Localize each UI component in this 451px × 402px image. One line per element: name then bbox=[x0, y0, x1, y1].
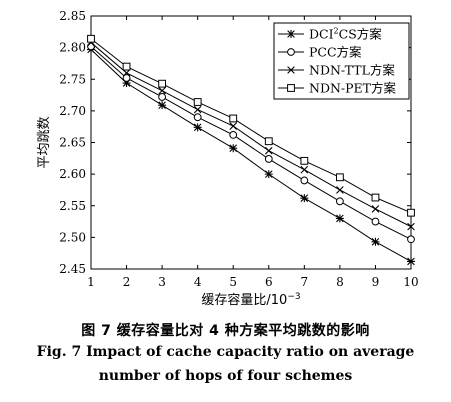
axis-ticks: 2.45 2.50 2.55 2.60 2.65 2.70 2.75 2.80 2.85 1 2 3 4… bbox=[59, 9, 418, 289]
x-tick-label: 3 bbox=[158, 275, 166, 289]
data-point bbox=[229, 122, 238, 130]
series-3 bbox=[87, 38, 415, 231]
line-chart: 2.45 2.50 2.55 2.60 2.65 2.70 2.75 2.80 2.85 1 2 3 4… bbox=[37, 9, 419, 308]
data-point bbox=[371, 193, 380, 202]
figure-caption-english-line1: Fig. 7 Impact of cache capacity ratio on… bbox=[36, 344, 415, 360]
y-tick-label: 2.75 bbox=[59, 72, 86, 86]
x-tick-label: 6 bbox=[265, 275, 273, 289]
data-point bbox=[407, 257, 415, 266]
data-point bbox=[122, 62, 131, 71]
data-point bbox=[193, 105, 202, 114]
data-point bbox=[335, 197, 344, 206]
data-point bbox=[122, 74, 131, 82]
data-point bbox=[264, 170, 273, 179]
data-point bbox=[158, 79, 167, 88]
y-tick-label: 2.80 bbox=[59, 41, 86, 55]
data-point bbox=[229, 131, 238, 139]
data-point bbox=[158, 86, 166, 95]
series-line bbox=[90, 42, 412, 228]
legend-marker bbox=[287, 84, 295, 92]
y-tick-label: 2.85 bbox=[59, 9, 86, 23]
data-point bbox=[158, 93, 167, 101]
data-point bbox=[371, 217, 380, 226]
y-tick-label: 2.70 bbox=[59, 104, 86, 118]
y-axis-label: 平均跳数 bbox=[37, 116, 52, 168]
data-point bbox=[229, 114, 238, 123]
legend-label: NDN-TTL方案 bbox=[309, 63, 395, 78]
legend-entry: PCC方案 bbox=[278, 45, 362, 60]
x-tick-label: 1 bbox=[87, 275, 95, 289]
data-point bbox=[300, 165, 309, 174]
y-tick-label: 2.50 bbox=[59, 230, 86, 244]
legend-entry: NDN-PET方案 bbox=[278, 81, 396, 96]
data-series bbox=[87, 34, 415, 266]
y-tick-label: 2.65 bbox=[59, 136, 86, 150]
series-line bbox=[90, 45, 412, 240]
data-point bbox=[87, 34, 95, 43]
data-point bbox=[335, 173, 344, 182]
x-tick-label: 4 bbox=[194, 275, 202, 289]
y-tick-label: 2.60 bbox=[59, 167, 86, 181]
series-4 bbox=[87, 34, 415, 217]
data-point bbox=[335, 214, 344, 223]
data-point bbox=[264, 146, 273, 155]
x-tick-label: 8 bbox=[336, 275, 344, 289]
legend-marker bbox=[287, 66, 295, 74]
data-point bbox=[407, 235, 415, 244]
data-point bbox=[122, 69, 131, 77]
legend-box bbox=[273, 22, 410, 100]
data-point bbox=[193, 98, 202, 106]
data-point bbox=[193, 113, 202, 122]
data-point bbox=[300, 176, 309, 185]
data-point bbox=[336, 186, 344, 194]
data-point bbox=[229, 144, 238, 153]
legend-marker bbox=[287, 30, 295, 38]
series-line bbox=[90, 38, 412, 214]
chart-legend: DCI2CS方案 PCC方案 NDN-TTL方案 NDN-PET方案 bbox=[273, 22, 410, 100]
data-point bbox=[193, 123, 202, 132]
data-point bbox=[371, 237, 380, 246]
y-tick-label: 2.55 bbox=[59, 199, 86, 213]
data-point bbox=[371, 205, 380, 213]
data-point bbox=[158, 101, 167, 110]
x-tick-label: 5 bbox=[229, 275, 237, 289]
data-point bbox=[407, 208, 415, 217]
data-point bbox=[407, 222, 415, 231]
data-point bbox=[264, 137, 273, 146]
legend-entry: NDN-TTL方案 bbox=[278, 63, 395, 78]
legend-entry: DCI2CS方案 bbox=[278, 27, 382, 42]
data-point bbox=[264, 155, 273, 163]
y-tick-label: 2.45 bbox=[59, 262, 86, 276]
x-tick-label: 7 bbox=[301, 275, 309, 289]
x-axis-label: 缓存容量比/10−3 bbox=[201, 292, 300, 308]
figure-caption-chinese: 图 7 缓存容量比对 4 种方案平均跳数的影响 bbox=[81, 323, 370, 339]
data-point bbox=[122, 79, 131, 88]
series-2 bbox=[87, 42, 415, 244]
legend-label: PCC方案 bbox=[309, 45, 362, 60]
figure-caption-english-line2: number of hops of four schemes bbox=[98, 368, 353, 384]
legend-label: DCI2CS方案 bbox=[309, 27, 382, 42]
x-tick-label: 2 bbox=[123, 275, 131, 289]
data-point bbox=[300, 194, 309, 203]
legend-label: NDN-PET方案 bbox=[309, 81, 396, 96]
legend-marker bbox=[287, 48, 295, 56]
data-point bbox=[300, 156, 309, 165]
x-tick-label: 9 bbox=[372, 275, 380, 289]
series-line bbox=[90, 49, 412, 262]
x-tick-label: 10 bbox=[403, 275, 418, 289]
